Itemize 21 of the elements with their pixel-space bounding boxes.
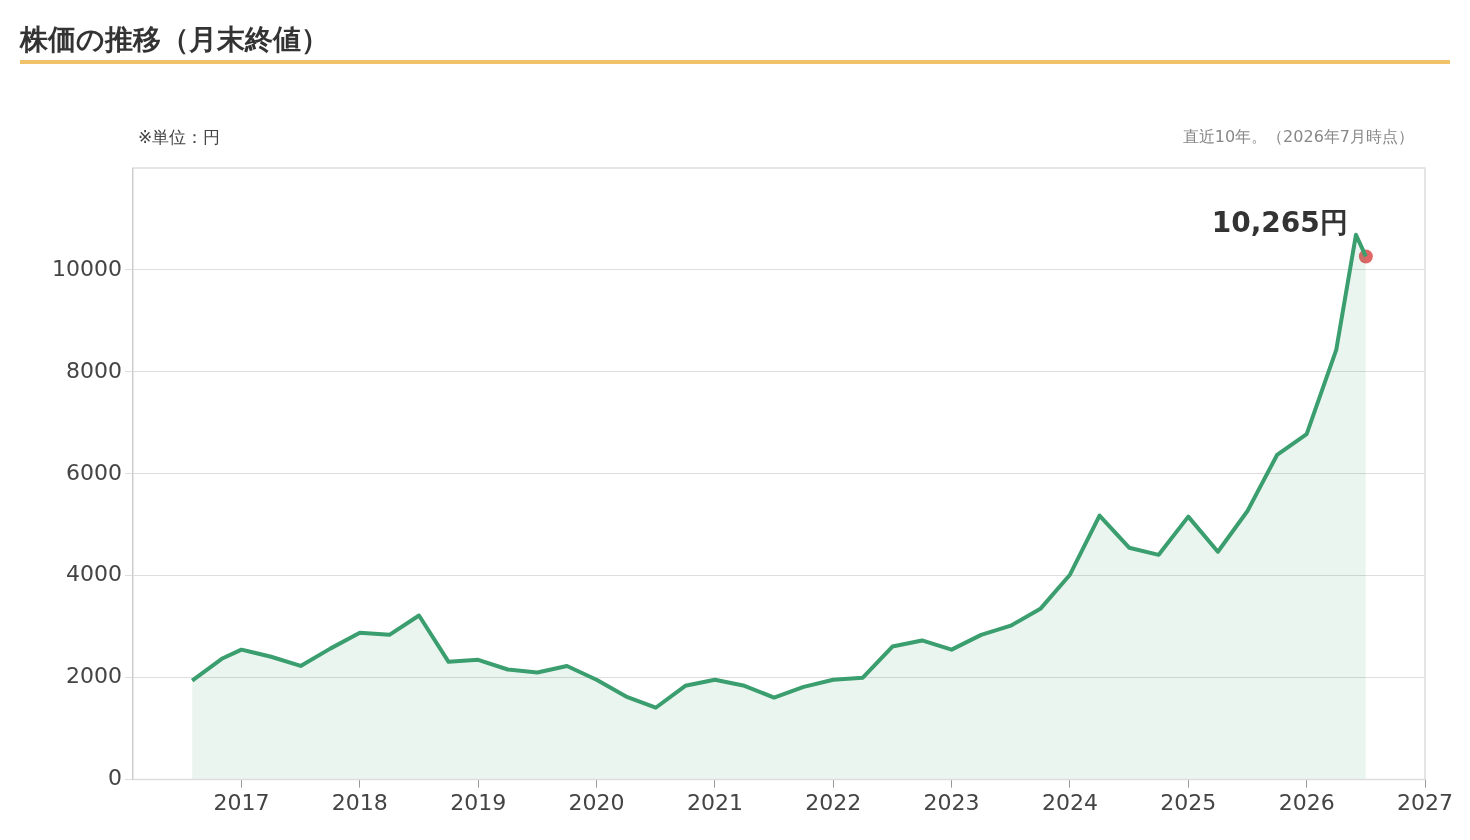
x-tick-label: 2027 bbox=[1397, 789, 1453, 815]
y-tick-label: 8000 bbox=[65, 357, 122, 383]
x-tick-label: 2026 bbox=[1278, 789, 1335, 815]
chart-title: 株価の推移（月末終値） bbox=[20, 22, 1450, 64]
x-tick-label: 2020 bbox=[568, 789, 625, 815]
y-axis-title: ※単位：円 bbox=[138, 126, 221, 149]
x-tick-label: 2019 bbox=[450, 789, 507, 815]
x-tick-label: 2023 bbox=[923, 789, 980, 815]
text: 直近10年。（2026年7月時点） bbox=[1182, 127, 1414, 148]
x-tick-label: 2022 bbox=[805, 789, 862, 815]
x-tick-label: 2025 bbox=[1160, 789, 1217, 815]
y-tick-label: 6000 bbox=[65, 459, 122, 485]
annotation: 10,265円 bbox=[1211, 205, 1348, 239]
y-tick-label: 4000 bbox=[65, 561, 122, 587]
y-tick-label: 0 bbox=[107, 765, 122, 791]
x-tick-label: 2021 bbox=[686, 789, 743, 815]
x-tick-label: 2018 bbox=[331, 789, 388, 815]
x-tick-label: 2017 bbox=[213, 789, 270, 815]
x-tick-label: 2024 bbox=[1041, 789, 1098, 815]
y-tick-label: 2000 bbox=[65, 663, 122, 689]
y-tick-label: 10000 bbox=[51, 255, 122, 281]
